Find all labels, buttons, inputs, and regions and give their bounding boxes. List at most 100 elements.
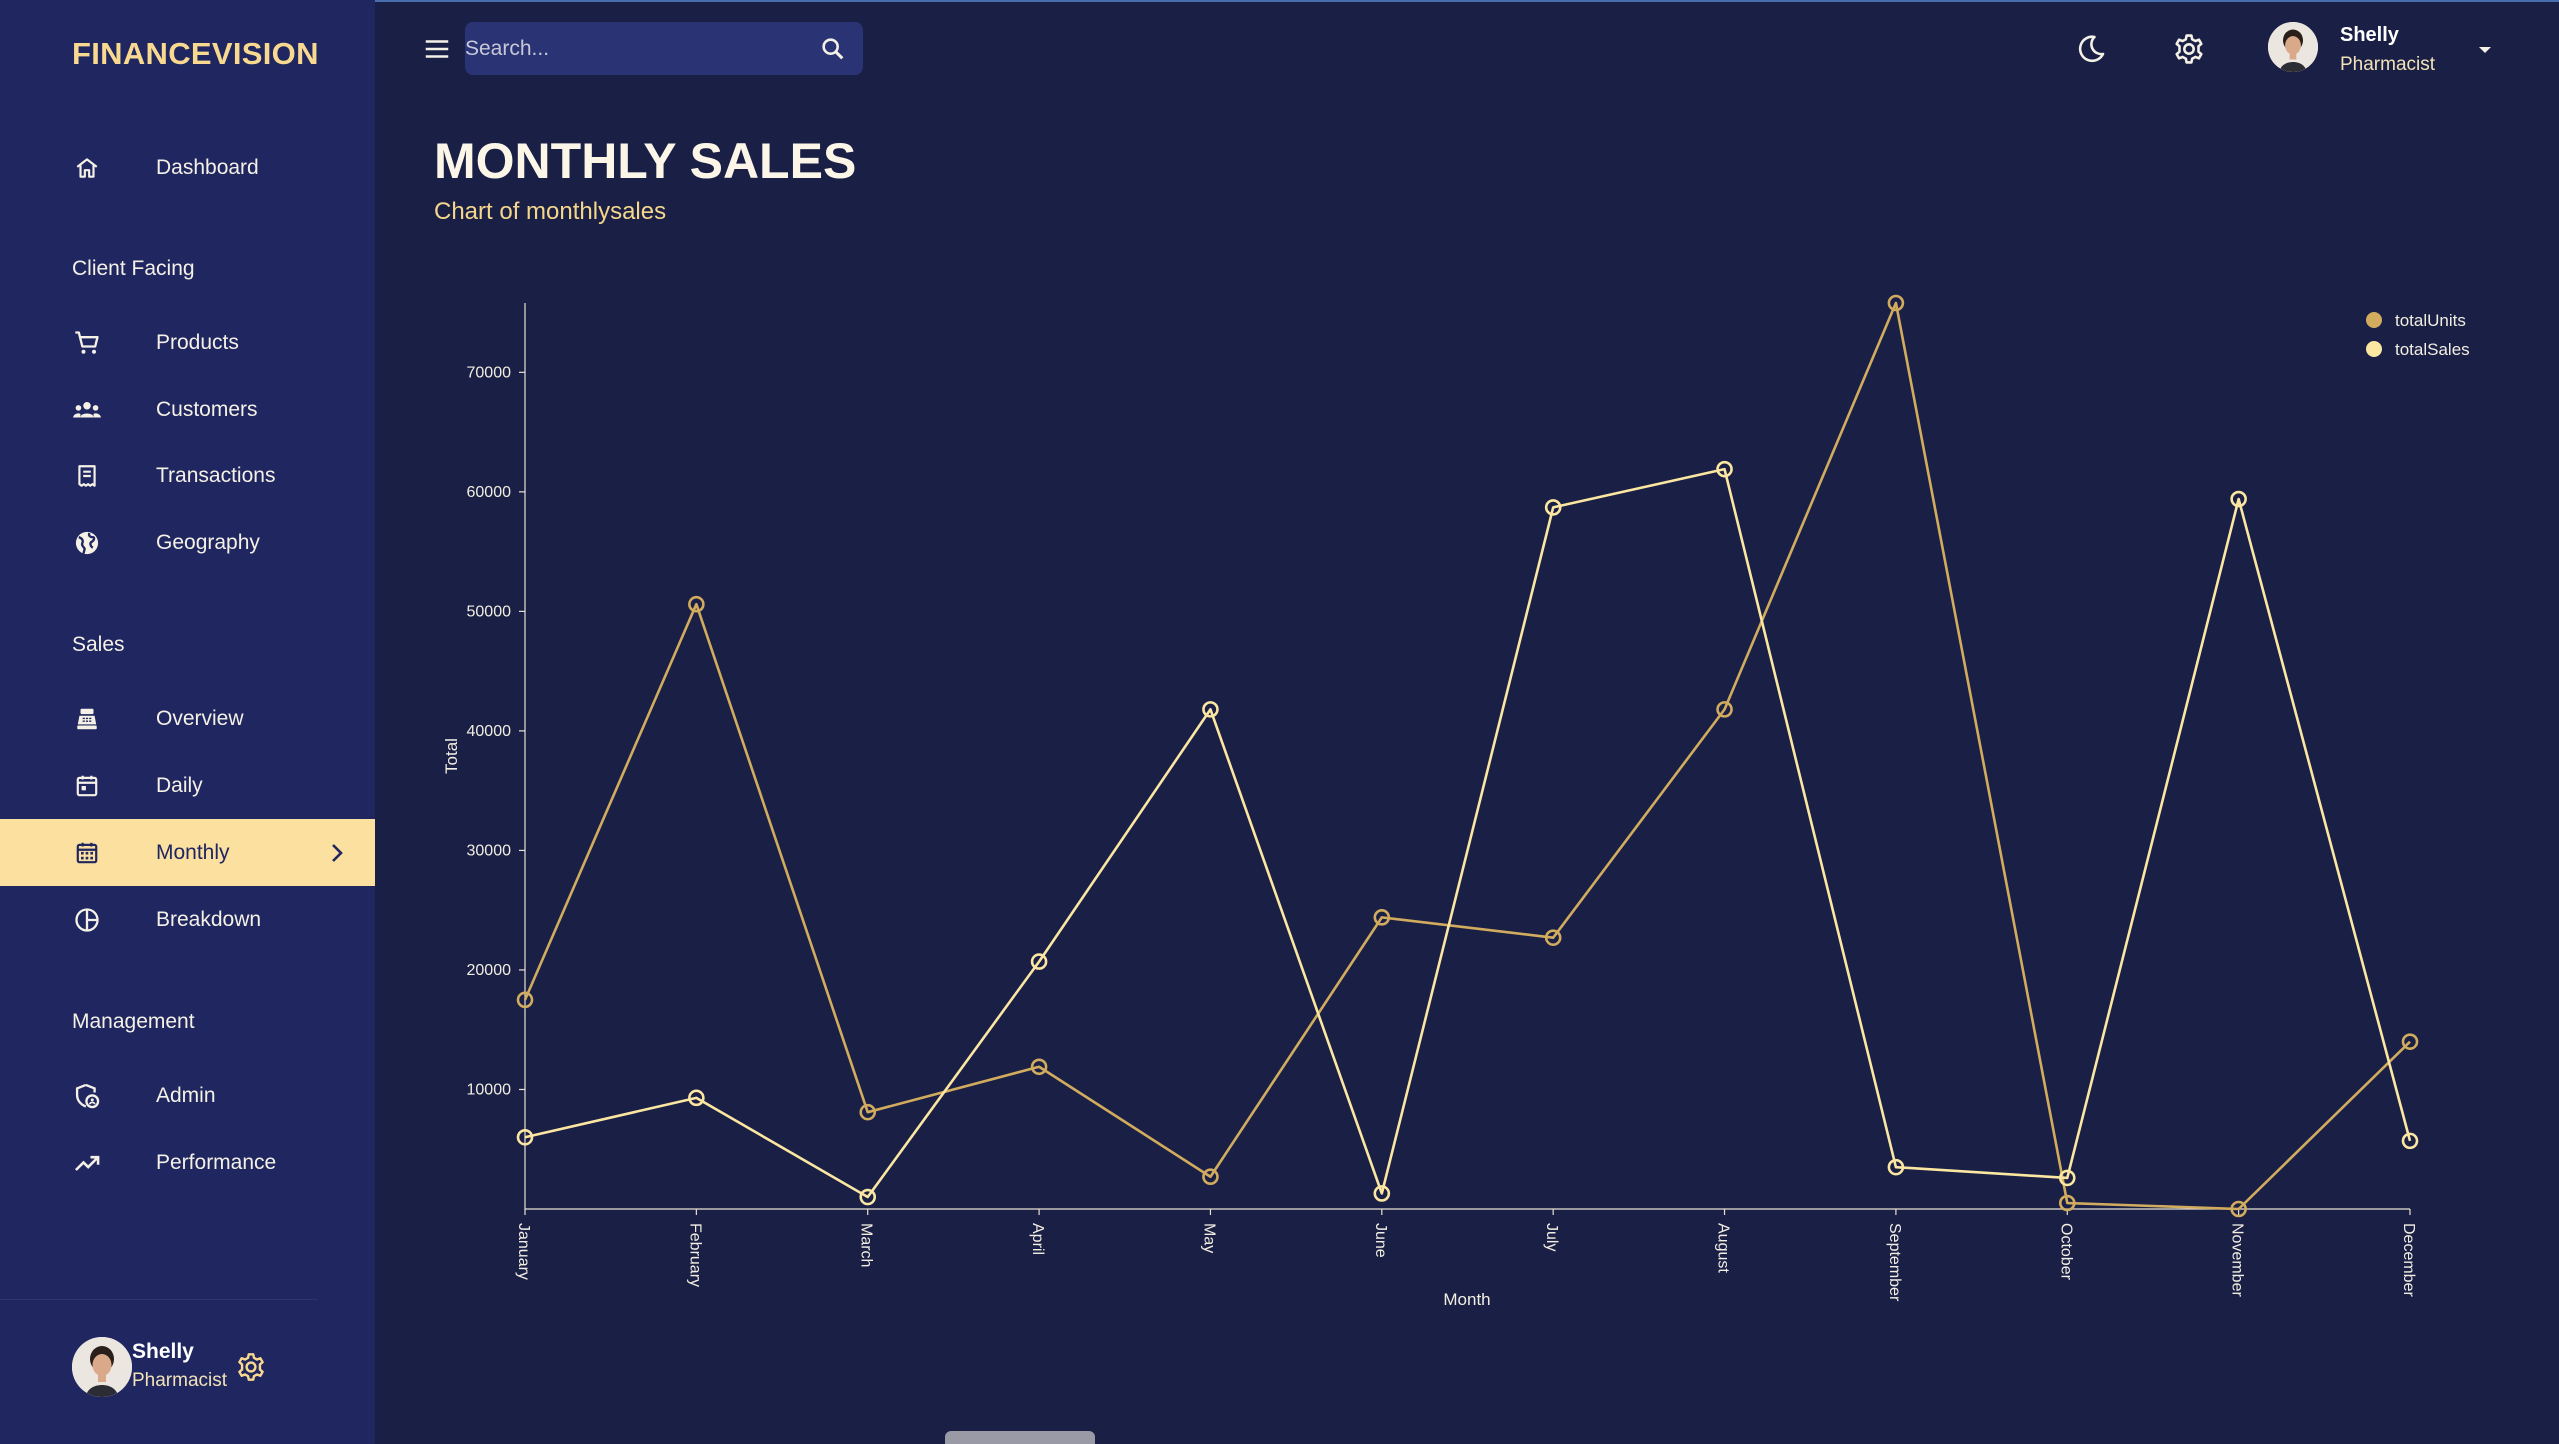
trending-up-icon bbox=[72, 1148, 102, 1178]
data-point-totalUnits bbox=[1544, 929, 1562, 946]
calendar-month-icon bbox=[72, 838, 102, 868]
sidebar-item-transactions[interactable]: Transactions bbox=[0, 442, 375, 509]
x-tick-label: April bbox=[1029, 1223, 1046, 1255]
search-bar bbox=[465, 22, 863, 75]
sidebar-item-customers[interactable]: Customers bbox=[0, 376, 375, 443]
section-title-sales: Sales bbox=[72, 633, 125, 656]
sidebar-item-label: Customers bbox=[156, 397, 258, 421]
search-input[interactable] bbox=[465, 22, 805, 75]
user-name: Shelly bbox=[2340, 24, 2399, 46]
horizontal-scrollbar[interactable] bbox=[945, 1431, 1095, 1444]
section-title-client-facing: Client Facing bbox=[72, 257, 195, 280]
group-icon bbox=[72, 395, 102, 425]
x-tick-label: February bbox=[686, 1223, 703, 1287]
point-of-sale-icon bbox=[72, 704, 102, 734]
sidebar-item-geography[interactable]: Geography bbox=[0, 509, 375, 576]
data-point-totalUnits bbox=[1030, 1058, 1048, 1076]
sidebar-divider bbox=[0, 1299, 318, 1300]
data-point-totalSales bbox=[2230, 490, 2247, 508]
data-point-totalSales bbox=[2401, 1132, 2419, 1150]
sidebar-item-label: Transactions bbox=[156, 463, 276, 487]
series-line-totalSales bbox=[524, 467, 2412, 1199]
window-top-border bbox=[0, 0, 2559, 2]
sidebar-item-label: Breakdown bbox=[156, 907, 262, 931]
x-tick-label: March bbox=[858, 1223, 875, 1267]
sidebar-item-products[interactable]: Products bbox=[0, 309, 375, 376]
chevron-right-icon bbox=[327, 838, 347, 868]
home-icon bbox=[72, 153, 102, 183]
sidebar-item-label: Performance bbox=[156, 1150, 277, 1174]
avatar[interactable] bbox=[72, 1337, 132, 1397]
avatar[interactable] bbox=[2268, 22, 2318, 72]
brand-logo[interactable]: FINANCEVISION bbox=[72, 36, 319, 71]
data-point-totalUnits bbox=[1716, 701, 1733, 718]
y-tick-label: 10000 bbox=[467, 1081, 512, 1098]
y-tick-label: 20000 bbox=[467, 962, 512, 979]
data-point-totalSales bbox=[1030, 953, 1048, 970]
menu-icon[interactable] bbox=[422, 34, 452, 64]
x-tick-label: June bbox=[1372, 1223, 1389, 1258]
sidebar-item-label: Monthly bbox=[156, 840, 230, 864]
legend-label-totalSales: totalSales bbox=[2395, 340, 2470, 359]
data-point-totalSales bbox=[1202, 701, 1219, 718]
sidebar-item-performance[interactable]: Performance bbox=[0, 1129, 375, 1196]
calendar-today-icon bbox=[72, 771, 102, 801]
monthly-sales-line-chart: 10000 20000 30000 40000 50000 60000 70000 Janua… bbox=[442, 294, 2470, 1309]
data-point-totalSales bbox=[516, 1128, 534, 1146]
sidebar-user-role: Pharmacist bbox=[132, 1370, 228, 1391]
data-point-totalUnits bbox=[2230, 1200, 2247, 1218]
sidebar-item-overview[interactable]: Overview bbox=[0, 685, 375, 752]
data-point-totalUnits bbox=[1373, 909, 1391, 926]
settings-icon[interactable] bbox=[2172, 32, 2206, 66]
sidebar-item-daily[interactable]: Daily bbox=[0, 752, 375, 819]
series-line-totalUnits bbox=[523, 301, 2411, 1211]
settings-gear-icon[interactable] bbox=[235, 1351, 267, 1383]
sidebar-item-label: Overview bbox=[156, 706, 244, 730]
data-point-totalSales bbox=[688, 1089, 705, 1107]
x-tick-label: November bbox=[2229, 1223, 2246, 1297]
sidebar-item-admin[interactable]: Admin bbox=[0, 1062, 375, 1129]
x-tick-label: May bbox=[1200, 1223, 1217, 1253]
pie-chart-icon bbox=[72, 905, 102, 935]
search-icon[interactable] bbox=[819, 35, 847, 63]
admin-shield-icon bbox=[72, 1081, 102, 1111]
data-point-totalSales bbox=[1716, 460, 1733, 478]
data-point-totalUnits bbox=[2058, 1194, 2076, 1212]
x-tick-label: August bbox=[1715, 1223, 1732, 1273]
sidebar-item-dashboard[interactable]: Dashboard bbox=[0, 134, 375, 201]
legend-swatch-totalSales bbox=[2366, 341, 2382, 357]
data-point-totalSales bbox=[1887, 1158, 1905, 1176]
sidebar-item-label: Admin bbox=[156, 1083, 216, 1107]
y-axis-label: Total bbox=[442, 738, 461, 774]
data-point-totalUnits bbox=[859, 1103, 877, 1121]
x-tick-label: January bbox=[515, 1223, 532, 1280]
dark-mode-moon-icon[interactable] bbox=[2074, 32, 2108, 66]
caret-down-icon[interactable] bbox=[2473, 38, 2497, 62]
data-point-totalSales bbox=[1373, 1185, 1391, 1202]
sidebar-item-label: Dashboard bbox=[156, 155, 259, 179]
sidebar-item-label: Products bbox=[156, 330, 239, 354]
y-tick-label: 40000 bbox=[467, 723, 512, 740]
sidebar: FINANCEVISION Dashboard Client Facing Pr… bbox=[0, 0, 375, 1444]
shopping-cart-icon bbox=[72, 328, 102, 358]
data-point-totalUnits bbox=[2401, 1033, 2419, 1050]
sidebar-item-monthly[interactable]: Monthly bbox=[0, 819, 375, 886]
receipt-icon bbox=[72, 461, 102, 491]
legend-label-totalUnits: totalUnits bbox=[2395, 311, 2466, 330]
section-title-management: Management bbox=[72, 1010, 195, 1033]
x-tick-label: October bbox=[2057, 1223, 2074, 1281]
sidebar-item-label: Geography bbox=[156, 530, 260, 554]
sidebar-item-label: Daily bbox=[156, 773, 203, 797]
user-menu[interactable]: Shelly Pharmacist bbox=[2268, 22, 2498, 76]
globe-icon bbox=[72, 528, 102, 558]
sidebar-item-breakdown[interactable]: Breakdown bbox=[0, 886, 375, 953]
sidebar-user-card: Shelly Pharmacist bbox=[72, 1337, 332, 1399]
data-point-totalUnits bbox=[516, 991, 534, 1009]
user-role: Pharmacist bbox=[2340, 54, 2436, 75]
x-axis-label: Month bbox=[1443, 1290, 1490, 1309]
x-tick-label: September bbox=[1886, 1223, 1903, 1302]
y-tick-label: 70000 bbox=[467, 364, 512, 381]
data-point-totalSales bbox=[1544, 499, 1562, 516]
y-tick-label: 60000 bbox=[467, 484, 512, 501]
sidebar-user-name: Shelly bbox=[132, 1340, 194, 1363]
